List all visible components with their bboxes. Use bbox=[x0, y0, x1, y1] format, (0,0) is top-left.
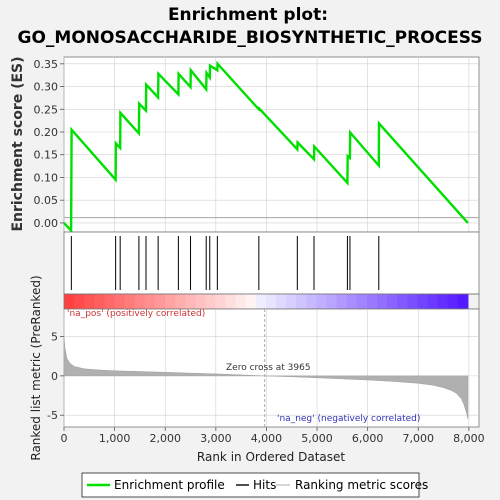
color-bar-segment bbox=[64, 294, 75, 309]
es-y-tick-label: 0.35 bbox=[34, 58, 59, 71]
color-bar-segment bbox=[164, 294, 176, 309]
hits-panel-frame bbox=[63, 231, 480, 295]
ranking-color-bar bbox=[63, 293, 480, 310]
color-bar-segment bbox=[124, 294, 136, 309]
color-bar-segment bbox=[134, 294, 146, 309]
es-gridlines bbox=[63, 57, 479, 232]
color-bar-segment bbox=[387, 294, 398, 309]
ranked-y-tick-label: -5 bbox=[47, 409, 58, 422]
color-bar-segment bbox=[245, 294, 257, 309]
enrichment-profile-line bbox=[63, 60, 469, 234]
neg-correlated-label: 'na_neg' (negatively correlated) bbox=[277, 414, 420, 424]
es-panel-frame bbox=[63, 56, 480, 233]
color-bar-segment bbox=[417, 294, 429, 309]
legend-ranking-label: Ranking metric scores bbox=[295, 478, 428, 492]
color-bar-segment bbox=[74, 294, 85, 309]
color-bar-segment bbox=[437, 294, 449, 309]
pos-correlated-label: 'na_pos' (positively correlated) bbox=[67, 309, 205, 319]
color-bar-segment bbox=[255, 294, 267, 309]
es-y-tick-label: 0.20 bbox=[34, 126, 59, 139]
ranked-y-tick-label: 0 bbox=[51, 370, 58, 383]
x-tick-label: 5,000 bbox=[301, 432, 333, 445]
color-bar-segment bbox=[94, 294, 105, 309]
es-y-tick-label: 0.05 bbox=[34, 194, 59, 207]
hit-markers bbox=[70, 236, 380, 290]
x-tick-label: 2,000 bbox=[149, 432, 181, 445]
ranked-gridlines bbox=[63, 309, 479, 427]
x-tick-label: 1,000 bbox=[99, 432, 131, 445]
x-tick-label: 7,000 bbox=[403, 432, 435, 445]
color-bar-segment bbox=[205, 294, 217, 309]
x-tick-label: 3,000 bbox=[200, 432, 232, 445]
legend-profile-label: Enrichment profile bbox=[114, 478, 225, 492]
color-bar-segment bbox=[407, 294, 418, 309]
x-axis-ticks: 0 1,000 2,000 3,000 4,000 5,000 6,000 7,000 8,00… bbox=[61, 427, 485, 445]
color-bar-segment bbox=[84, 294, 95, 309]
es-y-tick-label: 0.30 bbox=[34, 81, 59, 94]
chart-title-line2: GO_MONOSACCHARIDE_BIOSYNTHETIC_PROCESS bbox=[18, 28, 483, 48]
x-tick-label: 0 bbox=[61, 432, 68, 445]
color-bar-segment bbox=[276, 294, 287, 309]
ranked-y-ticks: -5 0 5 bbox=[47, 331, 64, 422]
color-bar-segment bbox=[376, 294, 388, 309]
color-bar-segment bbox=[346, 294, 358, 309]
es-y-tick-label: 0.25 bbox=[34, 103, 59, 116]
color-bar-segment bbox=[356, 294, 368, 309]
color-bar-segment bbox=[195, 294, 206, 309]
chart-title-line1: Enrichment plot: bbox=[168, 5, 328, 25]
color-bar-segment bbox=[447, 294, 459, 309]
color-bar-segment bbox=[144, 294, 156, 309]
color-bar-segment bbox=[114, 294, 126, 309]
color-bar-segment bbox=[336, 294, 348, 309]
ranked-y-tick-label: 5 bbox=[51, 331, 58, 344]
color-bar-segment bbox=[154, 294, 166, 309]
color-bar-segment bbox=[104, 294, 116, 309]
legend-hits-label: Hits bbox=[253, 478, 276, 492]
ranked-y-axis-label: Ranked list metric (PreRanked) bbox=[29, 275, 43, 460]
zero-cross-label: Zero cross at 3965 bbox=[226, 363, 311, 373]
color-bar-segment bbox=[235, 294, 247, 309]
color-bar-segment bbox=[306, 294, 318, 309]
color-bar-segment bbox=[265, 294, 277, 309]
es-y-ticks: 0.00 0.05 0.10 0.15 0.20 0.25 0.30 0.35 bbox=[34, 58, 64, 230]
color-bar-segment bbox=[175, 294, 186, 309]
ranking-metric-area bbox=[63, 336, 469, 420]
color-bar-segment bbox=[326, 294, 338, 309]
x-tick-label: 6,000 bbox=[352, 432, 384, 445]
x-tick-label: 8,000 bbox=[453, 432, 485, 445]
color-bar-segment bbox=[366, 294, 378, 309]
ranked-panel-frame bbox=[63, 308, 480, 428]
es-y-tick-label: 0.15 bbox=[34, 149, 59, 162]
es-y-tick-label: 0.00 bbox=[34, 217, 59, 230]
color-bar-segment bbox=[215, 294, 227, 309]
color-bar-segment bbox=[225, 294, 237, 309]
es-y-tick-label: 0.10 bbox=[34, 171, 59, 184]
legend-box bbox=[81, 472, 420, 498]
color-bar-segment bbox=[296, 294, 307, 309]
color-bar-segment bbox=[185, 294, 196, 309]
color-bar-segment bbox=[427, 294, 439, 309]
x-axis-label: Rank in Ordered Dataset bbox=[197, 450, 345, 464]
color-bar-segment bbox=[316, 294, 328, 309]
color-bar-segment bbox=[286, 294, 297, 309]
color-bar-segment bbox=[397, 294, 408, 309]
x-tick-label: 4,000 bbox=[251, 432, 283, 445]
color-bar-segment bbox=[457, 294, 469, 309]
es-y-axis-label: Enrichment score (ES) bbox=[10, 56, 26, 231]
